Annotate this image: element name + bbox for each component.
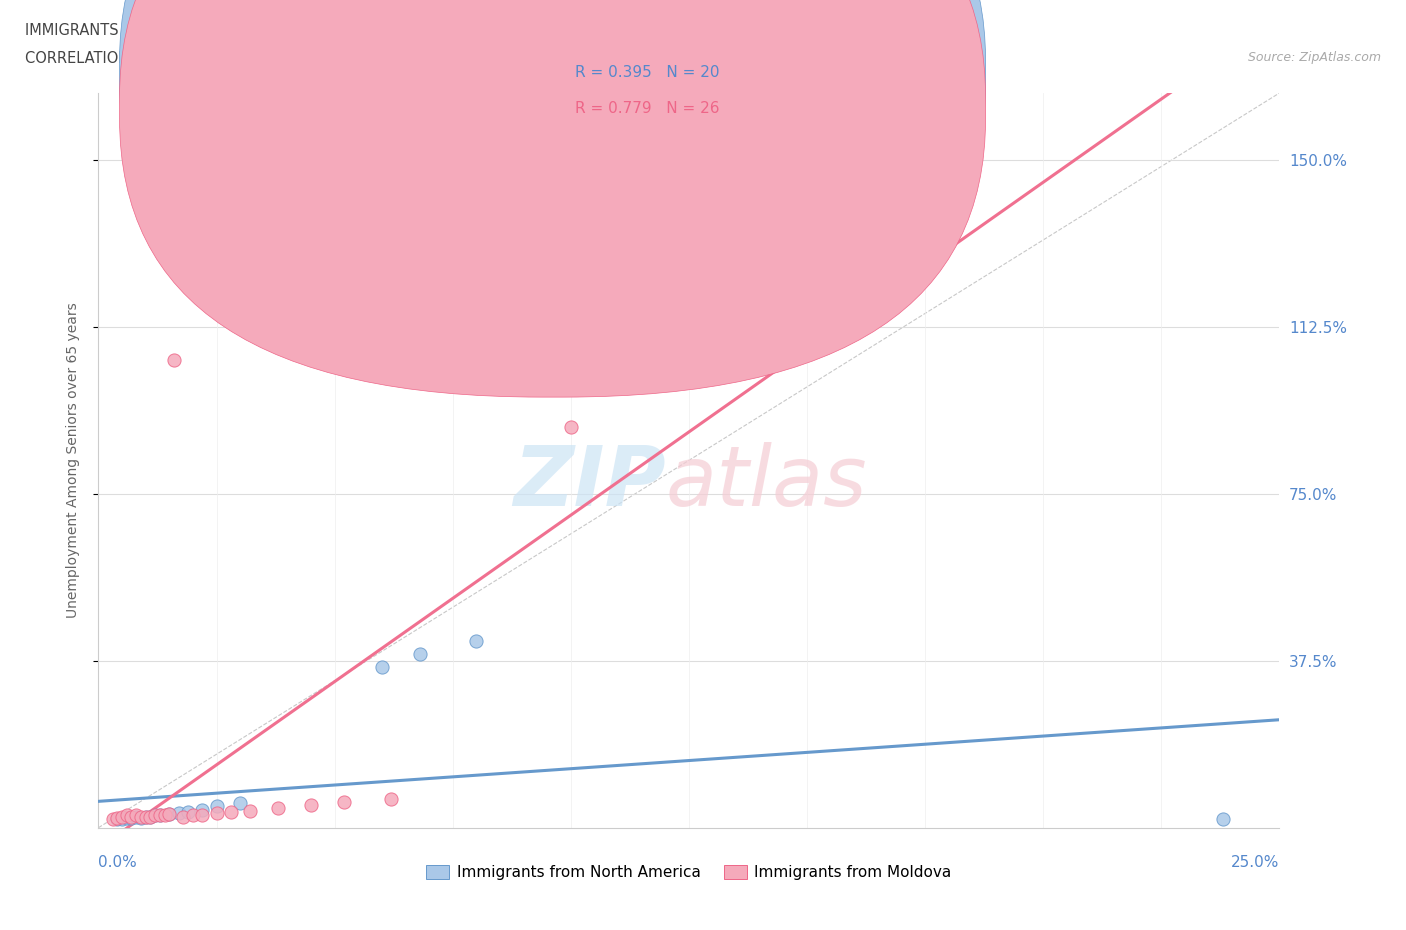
Text: R = 0.779   N = 26: R = 0.779 N = 26 [575, 101, 720, 116]
Point [191, 803, 214, 817]
Text: atlas: atlas [665, 442, 868, 523]
Text: CORRELATION CHART: CORRELATION CHART [25, 51, 183, 66]
Legend: Immigrants from North America, Immigrants from Moldova: Immigrants from North America, Immigrant… [420, 859, 957, 886]
Point [153, 808, 176, 823]
Point [135, 809, 157, 824]
Point [229, 796, 252, 811]
Point [129, 810, 152, 825]
Point [129, 809, 152, 824]
Point [111, 811, 134, 826]
Point [135, 809, 157, 824]
Point [371, 660, 394, 675]
Point [105, 811, 128, 826]
Point [205, 806, 228, 821]
Point [143, 808, 166, 823]
Point [163, 352, 186, 367]
Point [172, 809, 194, 824]
Point [157, 807, 180, 822]
Text: Source: ZipAtlas.com: Source: ZipAtlas.com [1247, 51, 1381, 64]
Point [465, 633, 488, 648]
Point [560, 419, 582, 434]
Text: R = 0.395   N = 20: R = 0.395 N = 20 [575, 65, 720, 80]
Point [121, 810, 143, 825]
Point [177, 804, 200, 819]
Point [267, 800, 290, 815]
Point [380, 791, 402, 806]
Point [139, 809, 162, 824]
Point [157, 807, 180, 822]
Y-axis label: Unemployment Among Seniors over 65 years: Unemployment Among Seniors over 65 years [66, 302, 80, 618]
Point [219, 804, 242, 819]
Text: IMMIGRANTS FROM NORTH AMERICA VS IMMIGRANTS FROM MOLDOVA UNEMPLOYMENT AMONG SENI: IMMIGRANTS FROM NORTH AMERICA VS IMMIGRA… [25, 23, 917, 38]
Point [111, 809, 134, 824]
Point [105, 810, 128, 825]
Point [456, 375, 478, 390]
Point [333, 794, 356, 809]
Point [408, 646, 430, 661]
Point [115, 810, 138, 825]
Point [139, 809, 162, 824]
Point [125, 808, 148, 823]
Point [121, 809, 143, 824]
Text: ZIP: ZIP [513, 442, 665, 523]
Point [181, 808, 204, 823]
Point [149, 808, 172, 823]
Point [239, 804, 262, 818]
Text: 0.0%: 0.0% [98, 856, 138, 870]
Point [299, 797, 322, 812]
Point [1212, 811, 1234, 826]
Text: 25.0%: 25.0% [1232, 856, 1279, 870]
Point [205, 799, 228, 814]
Point [167, 806, 190, 821]
Point [125, 809, 148, 824]
Point [115, 808, 138, 823]
Point [143, 808, 166, 823]
Point [101, 811, 124, 826]
Point [149, 808, 172, 823]
Point [191, 808, 214, 823]
